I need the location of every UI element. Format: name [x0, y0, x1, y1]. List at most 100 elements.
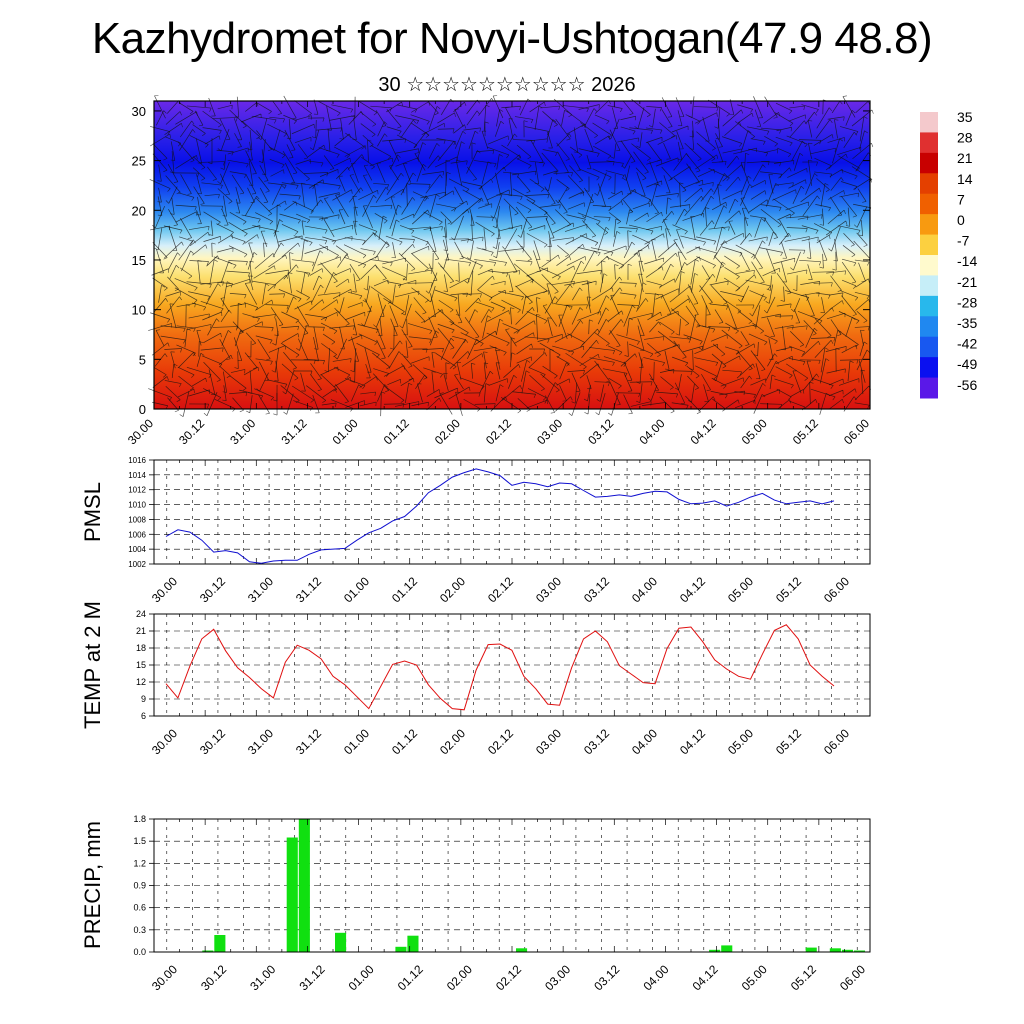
wind-barb: [189, 135, 209, 145]
wind-barb-flag: [235, 117, 238, 122]
wind-barb-flag: [218, 194, 220, 199]
wind-barb-flag: [207, 403, 210, 408]
wind-barb-flag: [364, 145, 367, 150]
wind-barb: [772, 189, 796, 201]
wind-barb-flag: [616, 231, 621, 234]
wind-barb: [296, 290, 310, 298]
wind-barb: [386, 101, 402, 113]
wind-barb-flag: [413, 119, 416, 124]
wind-barb: [719, 390, 745, 396]
wind-barb: [336, 166, 348, 180]
wind-barb: [294, 115, 312, 121]
wind-barb-flag: [281, 185, 285, 189]
wind-barb: [509, 172, 513, 196]
wind-barb-flag: [819, 224, 824, 226]
wind-barb: [411, 253, 429, 269]
wind-barb: [231, 174, 245, 194]
wind-barb-flag: [228, 261, 233, 265]
wind-barb-flag: [763, 297, 767, 301]
wind-barb: [317, 100, 341, 114]
wind-barb: [440, 98, 452, 116]
wind-barb-flag: [724, 161, 727, 166]
temp-y-tick-label: 21: [136, 626, 146, 636]
wind-barb-flag: [493, 403, 496, 408]
wind-barb-flag: [399, 325, 403, 329]
wind-barb-flag: [760, 330, 764, 334]
wind-barb-flag: [815, 109, 819, 113]
wind-barb: [168, 227, 178, 251]
wind-barb: [383, 365, 405, 377]
wind-barb-flag: [402, 276, 407, 281]
wind-barb-flag: [505, 106, 510, 109]
wind-barb-flag: [492, 246, 497, 249]
wind-barb: [417, 142, 423, 160]
wind-barb: [670, 308, 690, 324]
xsec-x-tick-label: 02.00: [432, 416, 463, 447]
wind-barb-flag: [179, 414, 184, 417]
wind-barb-flag: [453, 141, 457, 145]
wind-barb: [282, 150, 298, 174]
wind-barb: [584, 193, 594, 219]
wind-barb: [499, 193, 523, 197]
wind-barb: [228, 222, 248, 234]
wind-barb-flag: [788, 153, 792, 158]
wind-barb-flag: [530, 119, 534, 124]
wind-barb: [358, 101, 378, 113]
wind-barb-flag: [600, 270, 602, 275]
wind-barb: [279, 193, 301, 197]
pmsl-x-tick-label: 03.00: [533, 574, 564, 605]
wind-barb-flag: [744, 217, 749, 219]
wind-barb: [801, 225, 819, 231]
wind-barb: [286, 144, 294, 158]
wind-barb-flag: [814, 173, 818, 177]
wind-barb-flag: [607, 155, 611, 159]
wind-barb: [514, 332, 534, 344]
wind-barb-flag: [751, 254, 755, 258]
wind-barb-flag: [766, 131, 770, 135]
wind-barb-flag: [675, 393, 679, 398]
wind-barb: [670, 204, 690, 208]
wind-barb: [775, 366, 793, 376]
wind-barb-flag: [745, 344, 750, 346]
wind-barb-flag: [644, 171, 649, 174]
wind-barb-flag: [745, 269, 750, 271]
wind-barb-flag: [636, 400, 641, 404]
wind-barb: [169, 303, 177, 329]
wind-barb: [607, 190, 623, 200]
wind-barb-flag: [606, 120, 610, 125]
wind-barb: [815, 119, 831, 139]
wind-barb: [813, 307, 833, 325]
wind-barb: [239, 321, 263, 333]
wind-barb: [544, 186, 556, 204]
wind-barb: [275, 360, 279, 382]
wind-barb: [765, 183, 777, 207]
wind-barb: [685, 305, 701, 327]
wind-barb: [360, 248, 376, 252]
wind-barb-flag: [551, 203, 556, 205]
wind-barb-flag: [167, 188, 171, 192]
wind-barb: [712, 398, 726, 410]
wind-barb: [379, 318, 383, 336]
wind-barb: [714, 309, 724, 323]
wind-barb: [816, 178, 830, 190]
wind-barb: [203, 211, 221, 223]
wind-barb: [152, 376, 168, 388]
wind-barb: [608, 200, 622, 212]
wind-barb: [686, 365, 700, 377]
wind-barb: [820, 183, 826, 207]
wind-barb: [644, 257, 664, 265]
wind-barb: [561, 110, 565, 126]
wind-barb: [548, 177, 552, 191]
wind-barb-flag: [637, 305, 640, 310]
wind-barb: [700, 188, 712, 202]
wind-barb: [212, 117, 238, 119]
wind-barb: [711, 353, 727, 367]
wind-barb: [736, 363, 754, 379]
wind-barb: [764, 96, 778, 118]
wind-barb: [448, 178, 470, 190]
temp-x-tick-label: 04.00: [629, 726, 660, 757]
wind-barb: [700, 195, 712, 217]
wind-barb-flag: [336, 154, 340, 158]
wind-barb: [775, 102, 793, 112]
